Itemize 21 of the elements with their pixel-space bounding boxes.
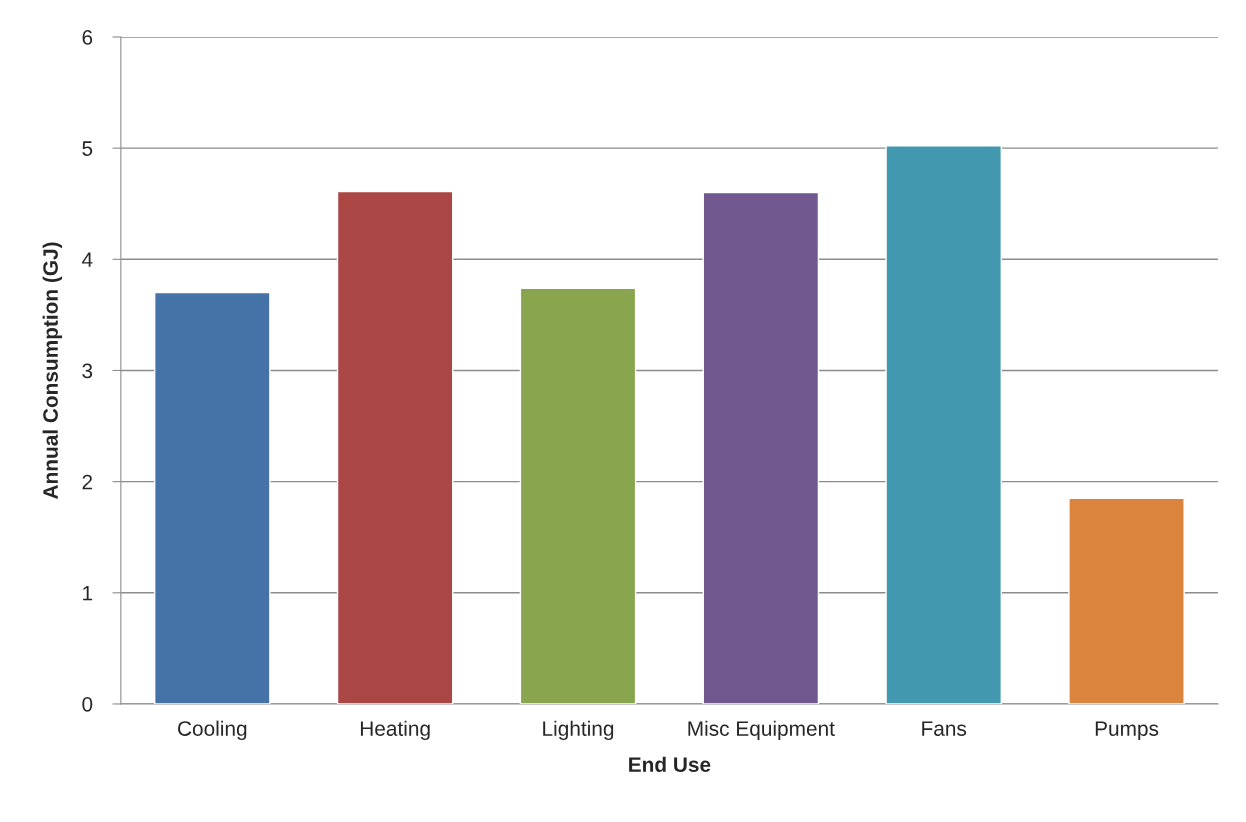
x-tick-label: Fans <box>922 721 967 736</box>
x-tick-label: Heating <box>360 720 430 741</box>
y-tick-label: 5 <box>82 141 93 156</box>
bar <box>336 190 454 704</box>
x-axis-title: End Use <box>629 756 711 773</box>
y-tick-label: 3 <box>82 363 93 379</box>
y-tick-label: 6 <box>82 29 93 45</box>
bar <box>519 287 637 704</box>
x-tick-label: Misc Equipment <box>688 720 835 741</box>
y-tick-label: 4 <box>81 252 93 267</box>
bar <box>1068 497 1185 704</box>
x-tick-label: Cooling <box>178 720 247 741</box>
y-tick-label: 0 <box>82 696 93 712</box>
bar <box>702 191 820 704</box>
bar <box>153 291 271 704</box>
bar <box>885 145 1002 704</box>
x-tick-label: Lighting <box>543 720 614 741</box>
x-tick-label: Pumps <box>1095 721 1159 741</box>
y-axis-title: Annual Consumption (GJ) <box>42 242 63 499</box>
y-tick-label: 2 <box>82 474 93 490</box>
y-tick-label: 1 <box>83 586 93 601</box>
